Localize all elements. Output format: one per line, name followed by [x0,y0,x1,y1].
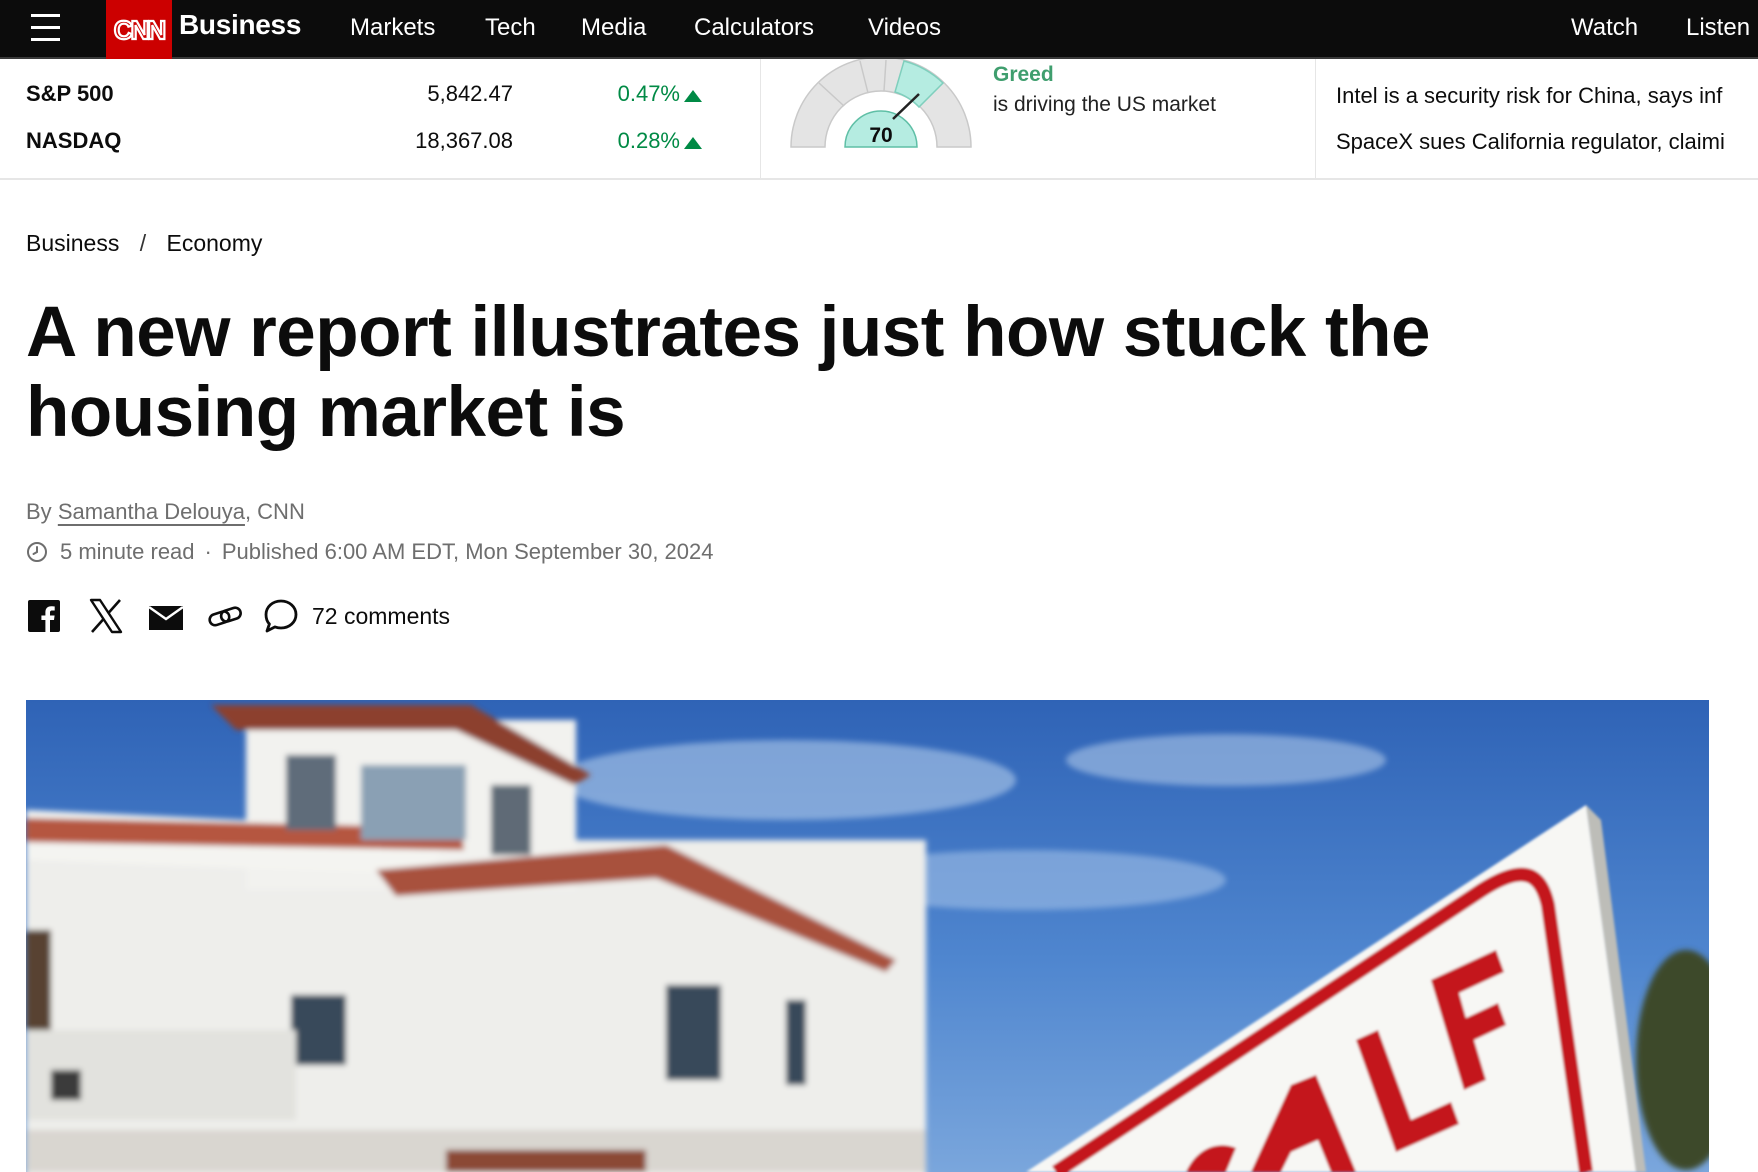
published-timestamp: Published 6:00 AM EDT, Mon September 30,… [221,539,714,564]
index-value: 5,842.47 [427,81,513,106]
cnn-logo[interactable]: CNN [106,0,172,59]
breadcrumb: Business / Economy [26,230,262,257]
comment-icon[interactable] [262,597,300,635]
breadcrumb-business[interactable]: Business [26,230,120,256]
market-headline-2[interactable]: SpaceX sues California regulator, claimi [1336,129,1725,154]
nav-videos[interactable]: Videos [868,14,941,41]
market-strip: S&P 500 5,842.47 0.47% NASDAQ 18,367.08 … [0,59,1758,180]
nav-calculators[interactable]: Calculators [694,14,815,41]
article-meta: 5 minute read · Published 6:00 AM EDT, M… [26,539,714,565]
email-icon[interactable] [148,597,184,635]
fear-greed-description: is driving the US market [993,93,1216,116]
nav-watch[interactable]: Watch [1571,14,1639,41]
x-icon[interactable] [88,597,124,635]
index-change: 0.47% [617,81,680,106]
page-title: A new report illustrates just how stuck … [26,293,1431,452]
breadcrumb-separator: / [139,230,147,256]
hero-photo-house-for-sale [26,705,1709,1172]
author-link[interactable]: Samantha Delouya [57,499,245,524]
read-time: 5 minute read [60,539,195,564]
fear-greed-label: Greed [993,63,1054,86]
index-value: 18,367.08 [415,128,513,153]
clock-icon [27,542,47,562]
fear-greed-gauge: 70 [790,59,972,148]
byline: By Samantha Delouya, CNN [26,499,305,525]
byline-prefix: By [26,499,52,524]
fear-greed-score: 70 [869,124,892,147]
nav-markets[interactable]: Markets [350,14,436,41]
divider [760,59,761,178]
index-change: 0.28% [617,128,680,153]
hero-image [26,700,1709,1172]
up-arrow-icon [684,90,702,102]
breadcrumb-economy[interactable]: Economy [166,230,263,256]
comments-count[interactable]: 72 comments [312,603,451,629]
market-headline-1[interactable]: Intel is a security risk for China, says… [1336,83,1723,108]
menu-icon[interactable] [31,14,60,41]
nav-tech[interactable]: Tech [485,14,536,41]
up-arrow-icon [684,137,702,149]
meta-separator: · [204,539,212,564]
section-brand[interactable]: Business [179,9,302,40]
nav-listen[interactable]: Listen [1686,14,1751,41]
index-name: NASDAQ [26,128,122,153]
link-icon[interactable] [206,597,244,635]
divider [1315,59,1316,178]
facebook-icon[interactable] [26,597,62,635]
nav-media[interactable]: Media [581,14,647,41]
svg-text:CNN: CNN [114,15,166,45]
index-name: S&P 500 [26,81,114,106]
byline-outlet: , CNN [244,499,305,524]
cnn-logo-mark: CNN [113,13,168,45]
top-nav: CNN Business Markets Tech Media Calculat… [0,0,1758,59]
